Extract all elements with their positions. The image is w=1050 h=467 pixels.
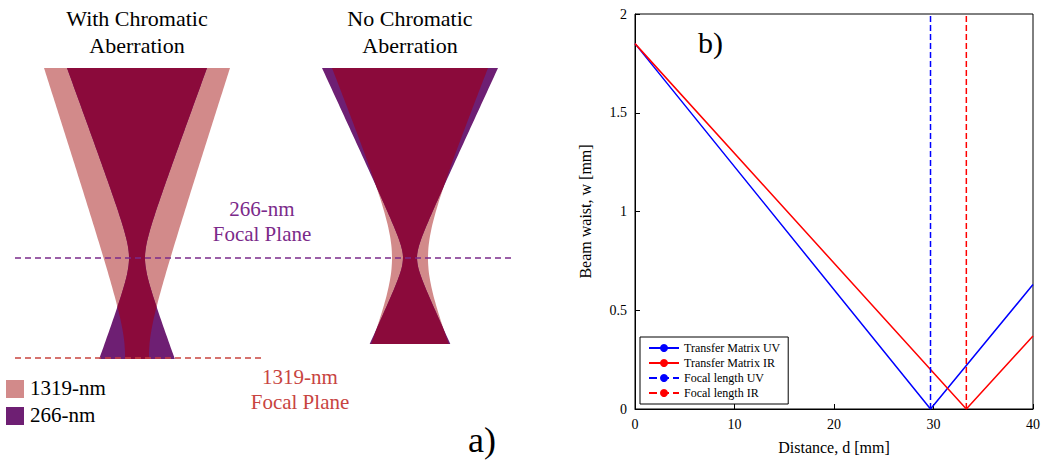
svg-text:Beam waist, w [mm]: Beam waist, w [mm] [577, 144, 594, 278]
svg-text:30: 30 [927, 417, 941, 432]
svg-text:0: 0 [620, 402, 627, 417]
svg-text:b): b) [698, 26, 723, 60]
svg-text:With Chromatic: With Chromatic [66, 6, 208, 31]
svg-text:266-nm: 266-nm [229, 197, 294, 221]
svg-text:No Chromatic: No Chromatic [347, 6, 472, 31]
svg-text:Focal length UV: Focal length UV [684, 371, 764, 385]
svg-text:1.5: 1.5 [610, 105, 628, 120]
svg-text:40: 40 [1026, 417, 1040, 432]
svg-text:0: 0 [632, 417, 639, 432]
svg-text:Aberration: Aberration [362, 33, 457, 58]
svg-text:a): a) [468, 420, 496, 460]
svg-text:Focal length IR: Focal length IR [684, 386, 759, 400]
svg-text:Focal Plane: Focal Plane [251, 390, 350, 414]
svg-text:Transfer Matrix UV: Transfer Matrix UV [684, 341, 781, 355]
svg-text:Focal Plane: Focal Plane [213, 222, 312, 246]
svg-text:1: 1 [620, 204, 627, 219]
svg-text:2: 2 [620, 7, 627, 22]
svg-text:Distance, d [mm]: Distance, d [mm] [778, 439, 890, 456]
svg-text:Transfer Matrix IR: Transfer Matrix IR [684, 356, 775, 370]
svg-text:Aberration: Aberration [89, 33, 184, 58]
svg-text:1319-nm: 1319-nm [262, 365, 338, 389]
svg-text:20: 20 [827, 417, 841, 432]
svg-text:266-nm: 266-nm [30, 403, 95, 427]
svg-text:0.5: 0.5 [610, 303, 628, 318]
svg-text:10: 10 [728, 417, 742, 432]
svg-text:1319-nm: 1319-nm [30, 376, 106, 400]
